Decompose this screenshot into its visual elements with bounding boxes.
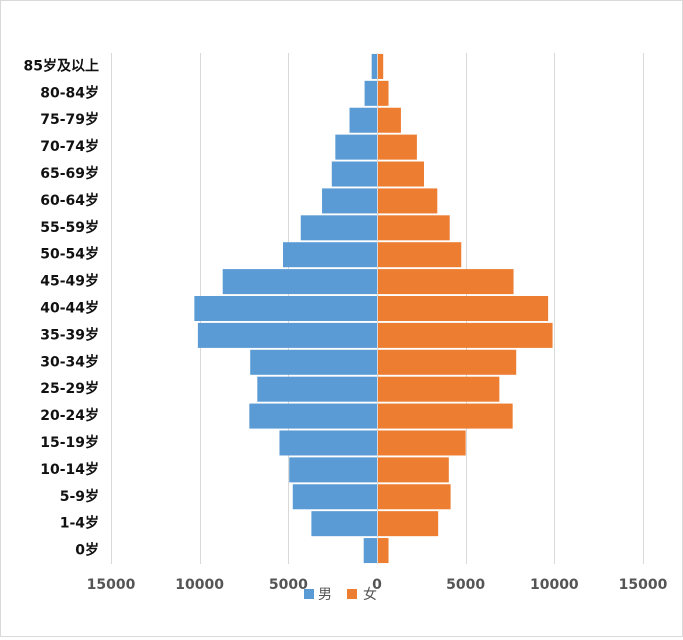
bar-female — [377, 322, 553, 348]
x-tick-label: 15000 — [87, 577, 136, 593]
bar-female — [377, 53, 384, 79]
bar-female — [377, 484, 451, 510]
bar-female — [377, 349, 517, 375]
bar-female — [377, 511, 439, 537]
category-label: 40-44岁 — [40, 300, 99, 317]
bar-male — [279, 430, 377, 456]
bar-male — [289, 457, 377, 483]
bar-female — [377, 403, 513, 429]
category-label: 20-24岁 — [40, 407, 99, 424]
bar-male — [194, 295, 377, 322]
category-label: 1-4岁 — [60, 515, 99, 532]
bar-male — [364, 80, 377, 106]
category-label: 30-34岁 — [40, 353, 99, 370]
category-label: 55-59岁 — [40, 219, 99, 236]
category-label: 0岁 — [75, 542, 99, 559]
category-label: 45-49岁 — [40, 273, 99, 290]
bar-female — [377, 430, 466, 456]
legend-swatch-female — [347, 589, 357, 599]
x-tick-labels: 15000 10000 5000 0 5000 10000 15000 — [87, 577, 668, 593]
category-label: 70-74岁 — [40, 138, 99, 155]
bar-female — [377, 376, 500, 402]
bar-male — [257, 376, 377, 402]
bar-male — [335, 134, 377, 160]
category-label: 85岁及以上 — [24, 57, 99, 74]
bar-male — [222, 269, 377, 295]
bar-male — [363, 538, 377, 564]
bar-male — [349, 107, 377, 133]
category-label: 80-84岁 — [40, 84, 99, 101]
bar-male — [250, 349, 377, 375]
legend-label-female: 女 — [363, 586, 377, 603]
x-tick-label: 10000 — [530, 577, 579, 593]
bar-female — [377, 269, 514, 295]
bar-female — [377, 242, 462, 268]
bar-female — [377, 457, 449, 483]
category-label: 60-64岁 — [40, 192, 99, 209]
bar-male — [331, 161, 377, 187]
legend-swatch-male — [304, 589, 314, 599]
bar-female — [377, 80, 389, 106]
bar-male — [322, 188, 377, 214]
bar-female — [377, 538, 389, 564]
bar-female — [377, 161, 424, 187]
x-tick-label: 5000 — [269, 577, 308, 593]
x-tick-label: 15000 — [619, 577, 668, 593]
x-tick-label: 5000 — [446, 577, 485, 593]
bar-male — [249, 403, 377, 429]
bar-female — [377, 134, 417, 160]
bar-male — [292, 484, 377, 510]
category-label: 15-19岁 — [40, 434, 99, 451]
bar-female — [377, 215, 450, 241]
category-label: 35-39岁 — [40, 326, 99, 343]
category-label: 10-14岁 — [40, 461, 99, 478]
legend-label-male: 男 — [318, 587, 332, 603]
bar-male — [300, 215, 377, 241]
category-label: 65-69岁 — [40, 165, 99, 182]
x-tick-label: 0 — [372, 577, 382, 593]
bars — [194, 53, 553, 564]
category-label: 25-29岁 — [40, 380, 99, 397]
bar-male — [371, 53, 377, 79]
bar-female — [377, 295, 549, 322]
bar-female — [377, 107, 401, 133]
bar-male — [311, 511, 377, 537]
category-label: 75-79岁 — [40, 111, 99, 128]
bar-male — [283, 242, 377, 268]
category-labels: 0岁 1-4岁 5-9岁 10-14岁 15-19岁 20-24岁 25-29岁 30-34岁… — [24, 57, 99, 558]
legend: 男 女 — [304, 586, 377, 603]
bar-male — [197, 322, 377, 348]
category-label: 50-54岁 — [40, 246, 99, 263]
x-tick-label: 10000 — [175, 577, 224, 593]
category-label: 5-9岁 — [60, 488, 99, 505]
bar-female — [377, 188, 438, 214]
